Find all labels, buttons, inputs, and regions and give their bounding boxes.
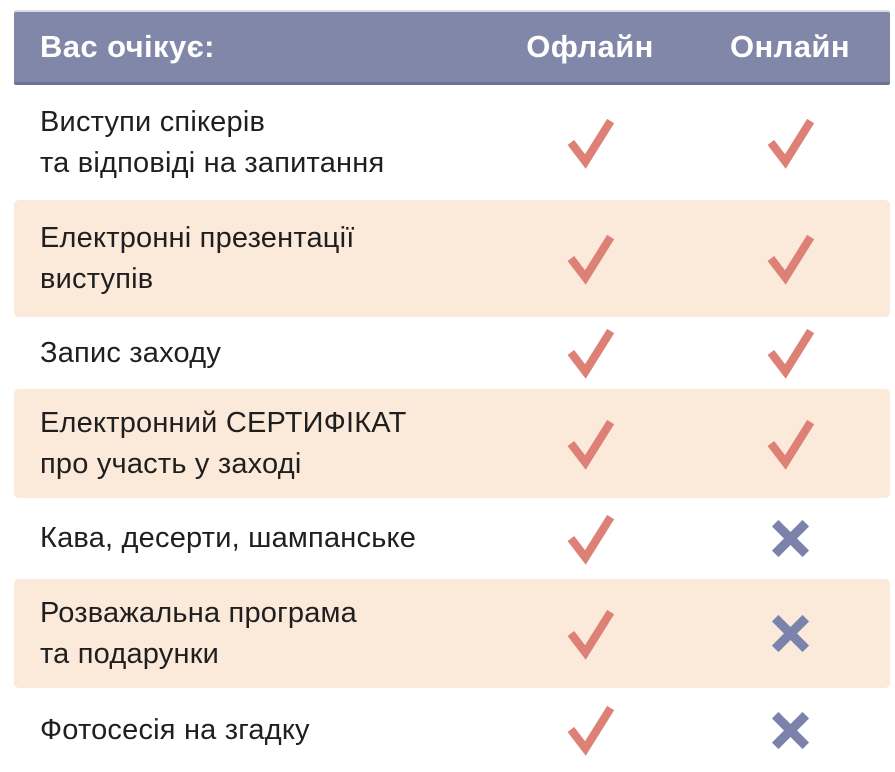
table-row: Виступи спікерів та відповіді на запитан… (14, 85, 890, 200)
check-icon (490, 513, 690, 565)
check-icon (490, 704, 690, 756)
check-icon (690, 233, 890, 285)
cross-icon (690, 615, 890, 652)
feature-label: Електронні презентації виступів (40, 222, 355, 295)
column-header-offline: Офлайн (526, 29, 654, 64)
table-row: Фотосесія на згадку (14, 688, 890, 772)
table-row: Електронний СЕРТИФІКАТ про участь у захо… (14, 389, 890, 498)
feature-label: Виступи спікерів та відповіді на запитан… (40, 106, 385, 179)
feature-label: Кава, десерти, шампанське (40, 522, 417, 555)
check-icon (690, 418, 890, 470)
feature-label: Запис заходу (40, 336, 222, 369)
table-row: Розважальна програма та подарунки (14, 579, 890, 688)
table-row: Кава, десерти, шампанське (14, 498, 890, 579)
table-header-row: Вас очікує: Офлайн Онлайн (14, 12, 890, 85)
check-icon (490, 233, 690, 285)
check-icon (690, 327, 890, 379)
check-icon (490, 117, 690, 169)
check-icon (690, 117, 890, 169)
cross-icon (690, 711, 890, 749)
cross-icon (690, 520, 890, 557)
table-title: Вас очікує: (40, 29, 215, 64)
check-icon (490, 418, 690, 470)
check-icon (490, 608, 690, 660)
feature-label: Розважальна програма та подарунки (40, 597, 357, 670)
table-body: Виступи спікерів та відповіді на запитан… (14, 85, 890, 772)
feature-label: Електронний СЕРТИФІКАТ про участь у захо… (40, 407, 407, 480)
feature-label: Фотосесія на згадку (40, 713, 310, 746)
comparison-table: Вас очікує: Офлайн Онлайн Виступи спікер… (14, 12, 890, 772)
table-row: Електронні презентації виступів (14, 200, 890, 317)
column-header-online: Онлайн (730, 29, 850, 64)
table-row: Запис заходу (14, 317, 890, 389)
check-icon (490, 327, 690, 379)
